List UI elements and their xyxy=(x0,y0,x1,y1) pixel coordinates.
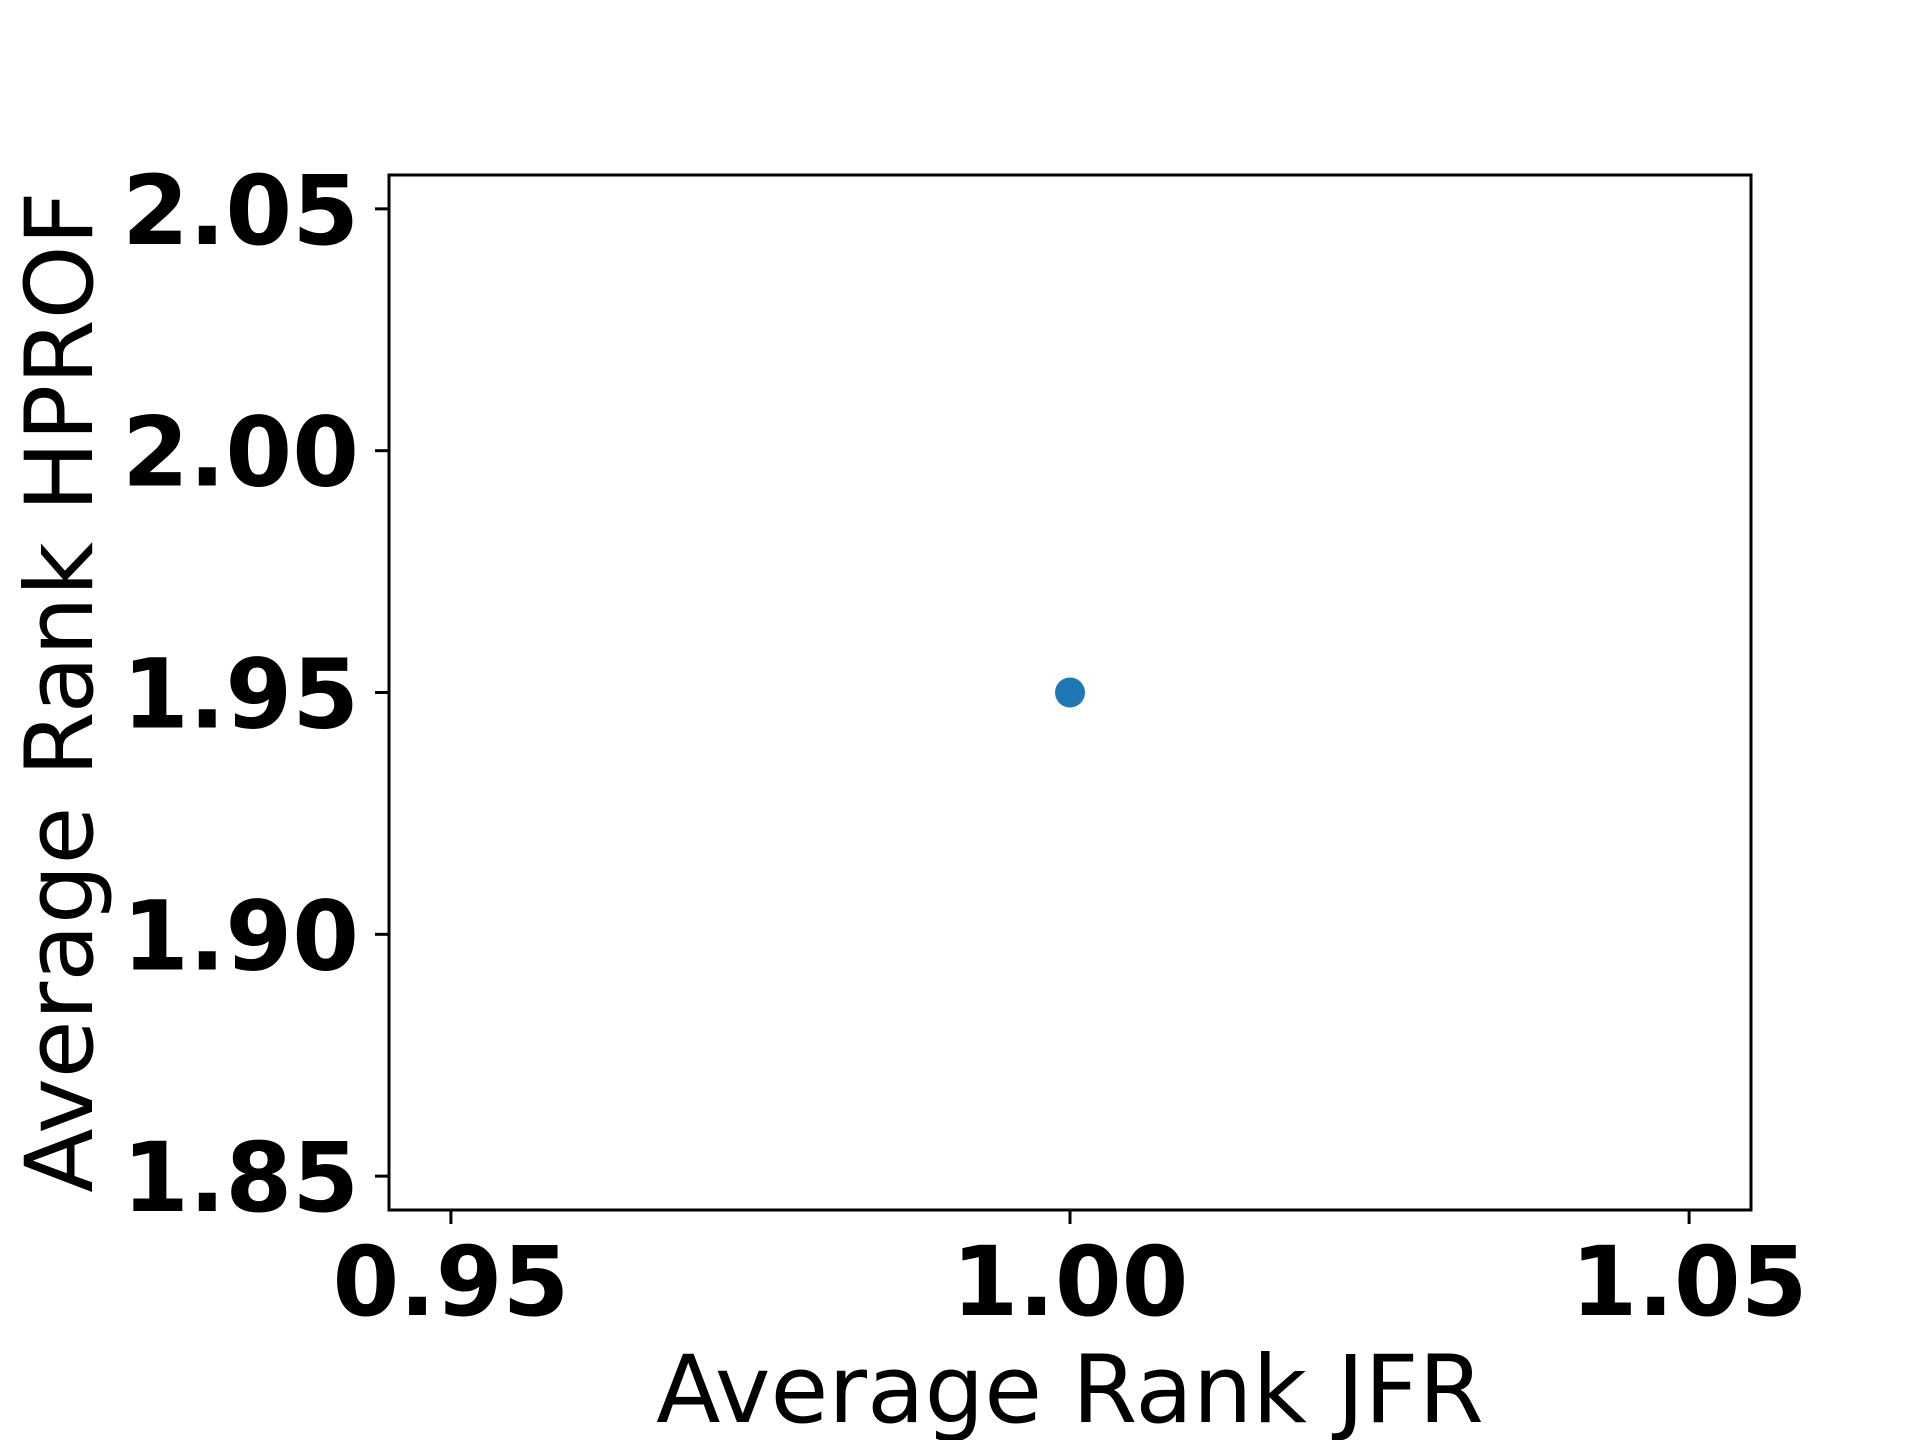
scatter-point xyxy=(1055,677,1085,708)
x-tick-label: 1.05 xyxy=(1571,1226,1808,1338)
x-tick-label: 0.95 xyxy=(332,1226,569,1338)
x-tick-label: 1.00 xyxy=(952,1226,1189,1338)
y-tick-label: 1.95 xyxy=(122,639,359,751)
y-tick-label: 2.05 xyxy=(122,155,359,267)
data-points xyxy=(1055,677,1085,708)
y-tick-label: 1.85 xyxy=(122,1122,359,1234)
y-axis-label: Average Rank HPROF xyxy=(6,191,115,1192)
y-tick-label: 2.00 xyxy=(122,397,359,509)
y-axis-ticks: 1.85 1.90 1.95 2.00 2.05 xyxy=(122,155,389,1234)
y-tick-label: 1.90 xyxy=(122,880,359,992)
x-axis-ticks: 0.95 1.00 1.05 xyxy=(332,1210,1808,1338)
x-axis-label: Average Rank JFR xyxy=(656,1336,1484,1440)
